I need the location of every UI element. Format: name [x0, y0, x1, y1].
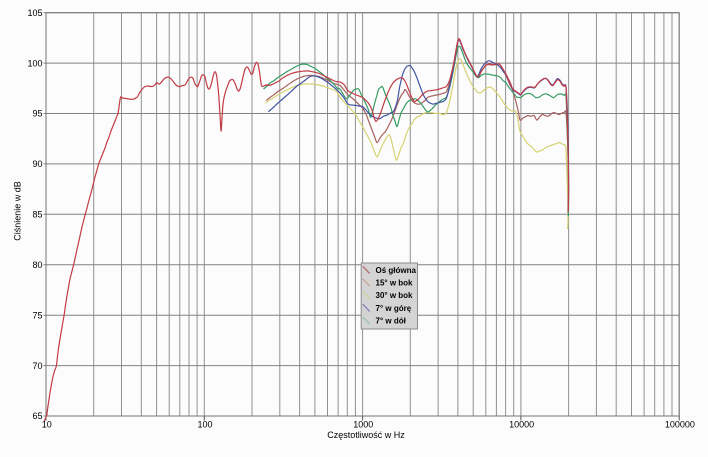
svg-text:Oś główna: Oś główna	[376, 266, 417, 275]
svg-text:70: 70	[32, 361, 42, 371]
svg-text:100000: 100000	[665, 420, 695, 430]
svg-text:95: 95	[32, 109, 42, 119]
svg-text:75: 75	[32, 310, 42, 320]
svg-text:7° w górę: 7° w górę	[376, 304, 412, 313]
svg-text:100: 100	[27, 58, 42, 68]
svg-text:10000: 10000	[509, 420, 534, 430]
svg-text:80: 80	[32, 260, 42, 270]
svg-text:Ciśnienie w dB: Ciśnienie w dB	[13, 181, 23, 241]
svg-text:10: 10	[42, 420, 52, 430]
svg-text:15° w bok: 15° w bok	[376, 278, 414, 287]
svg-text:105: 105	[27, 8, 42, 18]
svg-text:7° w dół: 7° w dół	[376, 316, 407, 325]
svg-text:90: 90	[32, 159, 42, 169]
svg-text:1000: 1000	[353, 420, 373, 430]
svg-text:Częstotliwość w Hz: Częstotliwość w Hz	[327, 430, 405, 440]
svg-text:100: 100	[197, 420, 212, 430]
svg-text:65: 65	[32, 411, 42, 421]
svg-text:30° w bok: 30° w bok	[376, 291, 414, 300]
svg-text:85: 85	[32, 210, 42, 220]
